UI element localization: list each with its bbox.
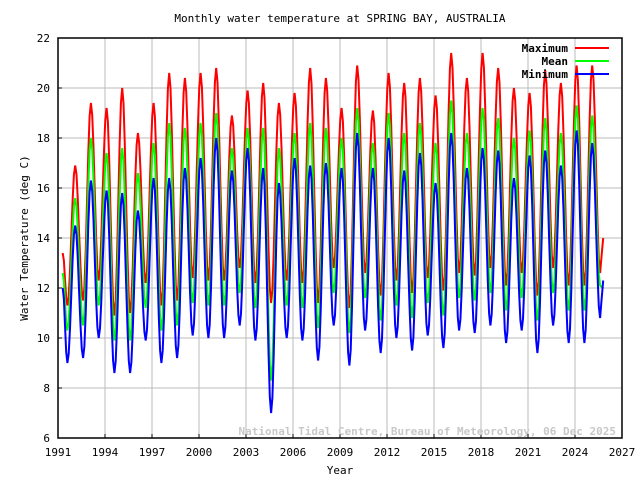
y-tick-label: 12 [37,282,50,295]
y-tick-label: 6 [43,432,50,445]
legend-label-minimum: Minimum [522,68,569,81]
x-tick-label: 2027 [609,446,636,459]
y-tick-label: 22 [37,32,50,45]
x-tick-label: 2024 [562,446,589,459]
x-tick-label: 2000 [186,446,213,459]
y-tick-label: 20 [37,82,50,95]
y-tick-label: 8 [43,382,50,395]
chart-title: Monthly water temperature at SPRING BAY,… [174,12,506,25]
plot-frame [57,37,623,439]
x-tick-label: 2021 [515,446,542,459]
x-tick-label: 2018 [468,446,495,459]
watermark: National Tidal Centre, Bureau of Meteoro… [239,425,617,438]
x-tick-label: 1991 [45,446,72,459]
series-lines [61,52,605,414]
legend-label-maximum: Maximum [522,42,569,55]
x-tick-label: 2015 [421,446,448,459]
y-tick-label: 10 [37,332,50,345]
x-tick-label: 2009 [327,446,354,459]
y-tick-label: 14 [37,232,51,245]
y-tick-label: 18 [37,132,50,145]
y-tick-label: 16 [37,182,50,195]
x-tick-label: 2006 [280,446,307,459]
series-line-maximum [61,52,605,316]
series-line-minimum [61,130,605,414]
x-tick-label: 2012 [374,446,401,459]
tick-labels: 1991 1994 1997 2000 2003 2006 2009 2012 2015 2018… [37,32,636,459]
series-line-mean [61,100,604,381]
x-tick-label: 2003 [233,446,260,459]
x-tick-label: 1994 [92,446,119,459]
x-axis-label: Year [327,464,354,477]
x-tick-label: 1997 [139,446,166,459]
legend-label-mean: Mean [542,55,569,68]
y-axis-label: Water Temperature (deg C) [18,155,31,321]
